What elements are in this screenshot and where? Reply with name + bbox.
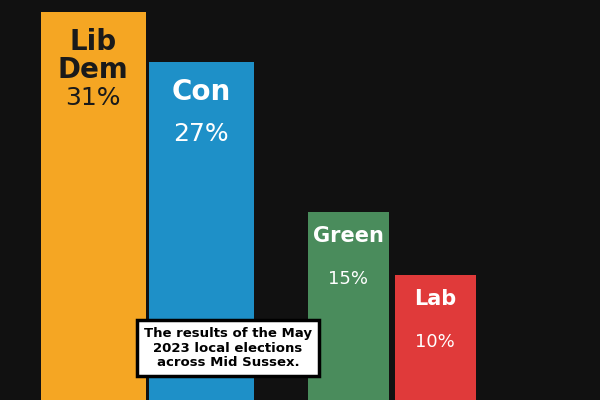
Text: 10%: 10% [415,333,455,351]
Text: 15%: 15% [328,270,368,288]
FancyBboxPatch shape [395,275,476,400]
Text: Lib
Dem: Lib Dem [58,28,128,84]
Text: 27%: 27% [173,122,229,146]
Text: Green: Green [313,226,383,246]
Text: 31%: 31% [65,86,121,110]
Text: The results of the May
2023 local elections
across Mid Sussex.: The results of the May 2023 local electi… [144,326,312,370]
Text: Con: Con [172,78,230,106]
FancyBboxPatch shape [149,62,254,400]
FancyBboxPatch shape [308,212,389,400]
Text: Lab: Lab [414,289,456,309]
FancyBboxPatch shape [41,12,146,400]
